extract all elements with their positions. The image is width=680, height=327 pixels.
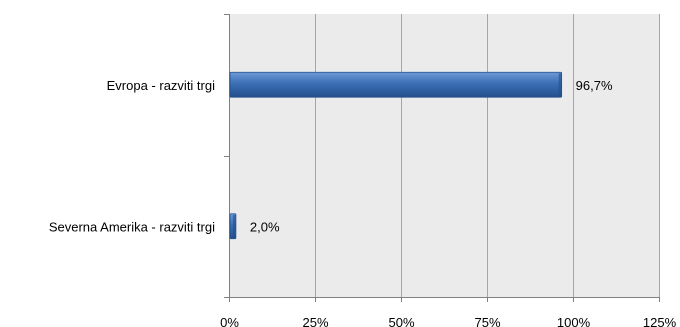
x-tick-label: 100% (557, 315, 591, 327)
data-label: 2,0% (250, 219, 280, 234)
x-tick-label: 25% (302, 315, 328, 327)
axes (224, 14, 659, 298)
bar-end-bevel (558, 73, 562, 97)
category-label: Severna Amerika - razviti trgi (49, 219, 215, 234)
bars (229, 71, 563, 240)
category-label: Evropa - razviti trgi (107, 78, 215, 93)
data-label: 96,7% (576, 78, 613, 93)
gridlines (229, 14, 660, 302)
plot-area (229, 14, 659, 297)
x-tick-label: 50% (388, 315, 414, 327)
x-tick-label: 0% (220, 315, 239, 327)
x-tick-label: 75% (474, 315, 500, 327)
bar-evropa (229, 71, 563, 98)
bar-end-bevel (232, 214, 236, 238)
x-tick-label: 125% (643, 315, 677, 327)
labels: 0% 25% 50% 75% 100% 125% Evropa - razviti trgi… (49, 78, 677, 327)
